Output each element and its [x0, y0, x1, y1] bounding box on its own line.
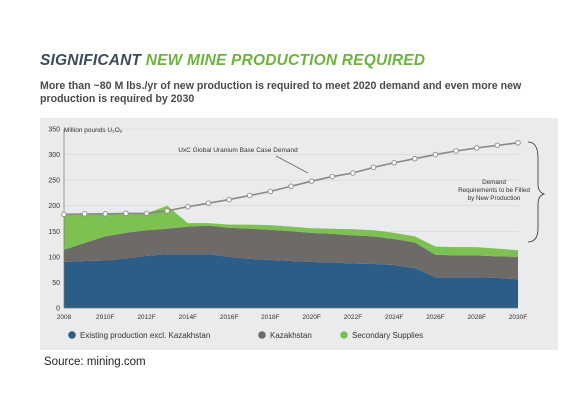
legend-label-secondary: Secondary Supplies [352, 331, 423, 340]
y-tick-label: 350 [48, 127, 60, 134]
demand-point [226, 196, 232, 203]
demand-annotation: UxC Global Uranium Base Case Demand [178, 147, 298, 154]
title-part-green: NEW MINE PRODUCTION REQUIRED [145, 52, 426, 69]
y-tick-label: 300 [48, 152, 60, 159]
x-tick-label: 2012F [137, 314, 155, 321]
demand-point [246, 192, 253, 199]
x-tick-label: 2010F [96, 314, 114, 321]
y-tick-label: 50 [52, 280, 60, 287]
legend: Existing production excl. Kazakhstan Kaza… [68, 331, 423, 340]
y-axis-label: Million pounds U₃O₈ [64, 127, 123, 134]
chart-subtitle: More than ~80 M lbs./yr of new productio… [40, 80, 522, 105]
x-tick-label: 2008 [57, 314, 72, 321]
chart-title: SIGNIFICANT NEW MINE PRODUCTION REQUIRED [40, 52, 425, 70]
demand-point [61, 211, 67, 218]
y-tick-label: 250 [48, 178, 60, 185]
demand-point [123, 210, 129, 217]
y-tick-label: 0 [56, 306, 60, 313]
demand-point [143, 210, 150, 217]
demand-point [370, 164, 377, 171]
requirement-text-line: Demand [482, 179, 506, 186]
x-tick-label: 2020F [302, 314, 320, 321]
demand-point [205, 200, 212, 206]
title-part-dark: SIGNIFICANT [40, 52, 146, 69]
demand-point [473, 145, 480, 151]
stacked-areas [64, 205, 518, 308]
annotations: Million pounds U₃O₈ UxC Global Uranium B… [64, 127, 546, 243]
demand-point [329, 173, 336, 180]
demand-point [412, 155, 418, 162]
demand-annotation-pointer [275, 155, 309, 174]
x-axis: 2008 2010F 2012F 2014F 2016F 2018F 2020F 2022F 2… [57, 307, 527, 321]
source-note: Source: mining.com [44, 356, 146, 368]
y-tick-label: 150 [48, 229, 60, 236]
legend-swatch-kazakhstan [258, 331, 266, 339]
requirement-brace [527, 141, 546, 243]
demand-point [432, 151, 439, 158]
x-tick-label: 2028F [468, 314, 486, 321]
y-tick-label: 200 [48, 203, 60, 210]
legend-swatch-existing [68, 331, 76, 339]
legend-swatch-secondary [340, 331, 348, 339]
x-tick-label: 2018F [261, 314, 279, 321]
legend-label-existing: Existing production excl. Kazakhstan [80, 331, 210, 340]
demand-point [350, 170, 356, 176]
x-tick-label: 2014F [179, 314, 197, 321]
demand-point [81, 211, 88, 217]
chart-svg: 0 50 100 150 200 250 300 350 2008 2010F 2012F 2014… [48, 127, 546, 340]
x-tick-label: 2024F [385, 314, 403, 321]
demand-point [494, 142, 501, 149]
area-kazakhstan [64, 225, 518, 280]
requirement-text-line: by New Production [468, 195, 521, 202]
demand-point [288, 183, 294, 190]
demand-point [308, 178, 315, 184]
demand-point [185, 203, 191, 210]
y-axis: 0 50 100 150 200 250 300 350 [48, 127, 65, 313]
demand-point [391, 160, 397, 166]
area-secondary [64, 205, 518, 257]
demand-point [267, 188, 274, 195]
demand-series [61, 140, 521, 218]
requirement-text-line: Requirements to be Filled [458, 187, 530, 194]
y-tick-label: 100 [48, 254, 60, 261]
demand-point [164, 208, 170, 214]
x-tick-label: 2026F [426, 314, 444, 321]
demand-point [453, 148, 459, 154]
x-tick-label: 2030F [509, 314, 527, 321]
area-existing [64, 254, 518, 308]
chart-panel: 0 50 100 150 200 250 300 350 2008 2010F 2012F 2014… [40, 118, 558, 350]
x-tick-label: 2022F [344, 314, 362, 321]
demand-point [515, 140, 521, 146]
x-tick-label: 2016F [220, 314, 238, 321]
legend-label-kazakhstan: Kazakhstan [270, 331, 312, 340]
demand-point [102, 211, 109, 217]
